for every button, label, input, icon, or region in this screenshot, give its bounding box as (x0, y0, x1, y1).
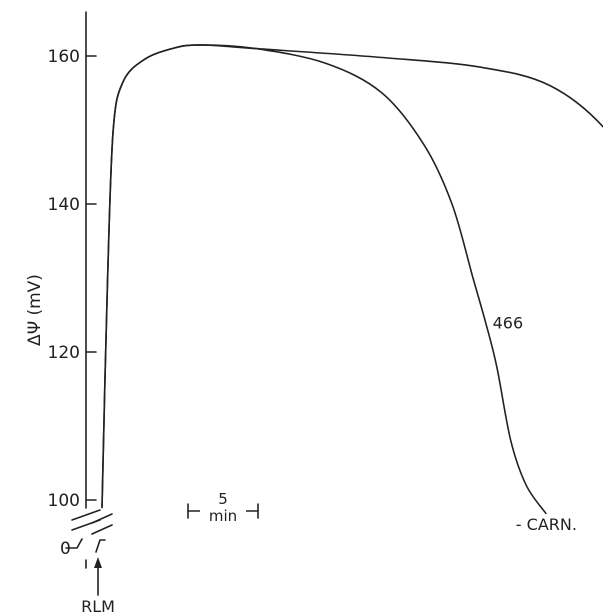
y-tick-label-120: 120 (48, 343, 80, 363)
trace-baseline (95, 539, 106, 553)
series-name-label: - CARN. (516, 515, 577, 534)
rlm-arrow-icon (94, 557, 102, 568)
scale-bar-number: 5 (218, 490, 228, 508)
scale-bar-label-bg (200, 490, 246, 524)
axis-break: 0 (60, 509, 113, 559)
y-ticks: 160 140 120 100 (48, 47, 97, 511)
rlm-label: RLM (81, 597, 115, 615)
series-line-minus-carn (101, 44, 547, 515)
series-group: 466- CARN.390+ CARN. (101, 44, 603, 534)
y-tick-label-140: 140 (48, 195, 80, 215)
origin-baseline (65, 538, 83, 549)
y-axis-label: ΔΨ (mV) (25, 274, 45, 346)
axis-break-mark (71, 509, 101, 521)
y-tick-label-100: 100 (48, 491, 80, 511)
scale-bar-unit: min (209, 507, 237, 525)
trace-break-mark (91, 524, 113, 535)
rlm-marker: RLM (81, 557, 115, 615)
time-scale-bar: 5 min (187, 490, 259, 525)
y-origin-label: 0 (60, 539, 71, 559)
trace-break-mark (91, 513, 113, 524)
series-rate-label: 466 (493, 313, 524, 332)
series-line-plus-carn (101, 44, 603, 509)
y-tick-label-160: 160 (48, 47, 80, 67)
